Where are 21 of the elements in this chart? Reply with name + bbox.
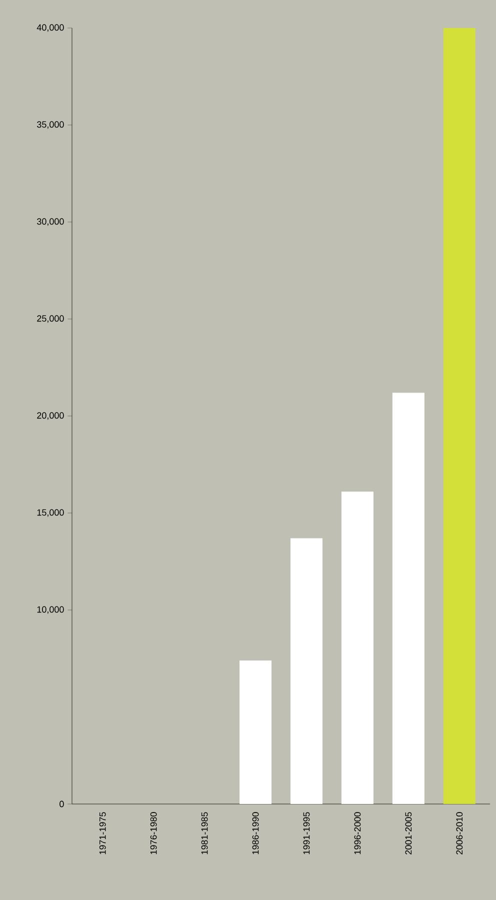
x-tick-label: 1996-2000 <box>354 812 361 854</box>
y-tick-label: 40,000 <box>36 24 64 32</box>
x-tick-label: 2001-2005 <box>405 812 412 854</box>
x-tick-label: 1981-1985 <box>201 812 208 854</box>
x-tick-label: 2006-2010 <box>456 812 463 854</box>
x-tick-label: 1976-1980 <box>150 812 157 854</box>
bar <box>290 538 322 804</box>
bar <box>240 660 272 804</box>
bar <box>341 492 374 804</box>
x-tick-label: 1986-1990 <box>252 812 259 854</box>
bar <box>392 392 424 804</box>
y-tick-label: 10,000 <box>37 606 64 614</box>
x-tick-label: 1971-1975 <box>99 812 106 854</box>
y-tick-label: 15,000 <box>37 509 64 517</box>
y-tick-label: 30,000 <box>37 218 64 226</box>
y-tick-label: 20,000 <box>37 412 64 420</box>
x-tick-label: 1991-1995 <box>303 812 310 854</box>
bar <box>443 28 476 804</box>
y-tick-label: 0 <box>60 800 64 808</box>
y-tick-label: 25,000 <box>37 315 64 323</box>
y-tick-label: 35,000 <box>37 121 64 129</box>
